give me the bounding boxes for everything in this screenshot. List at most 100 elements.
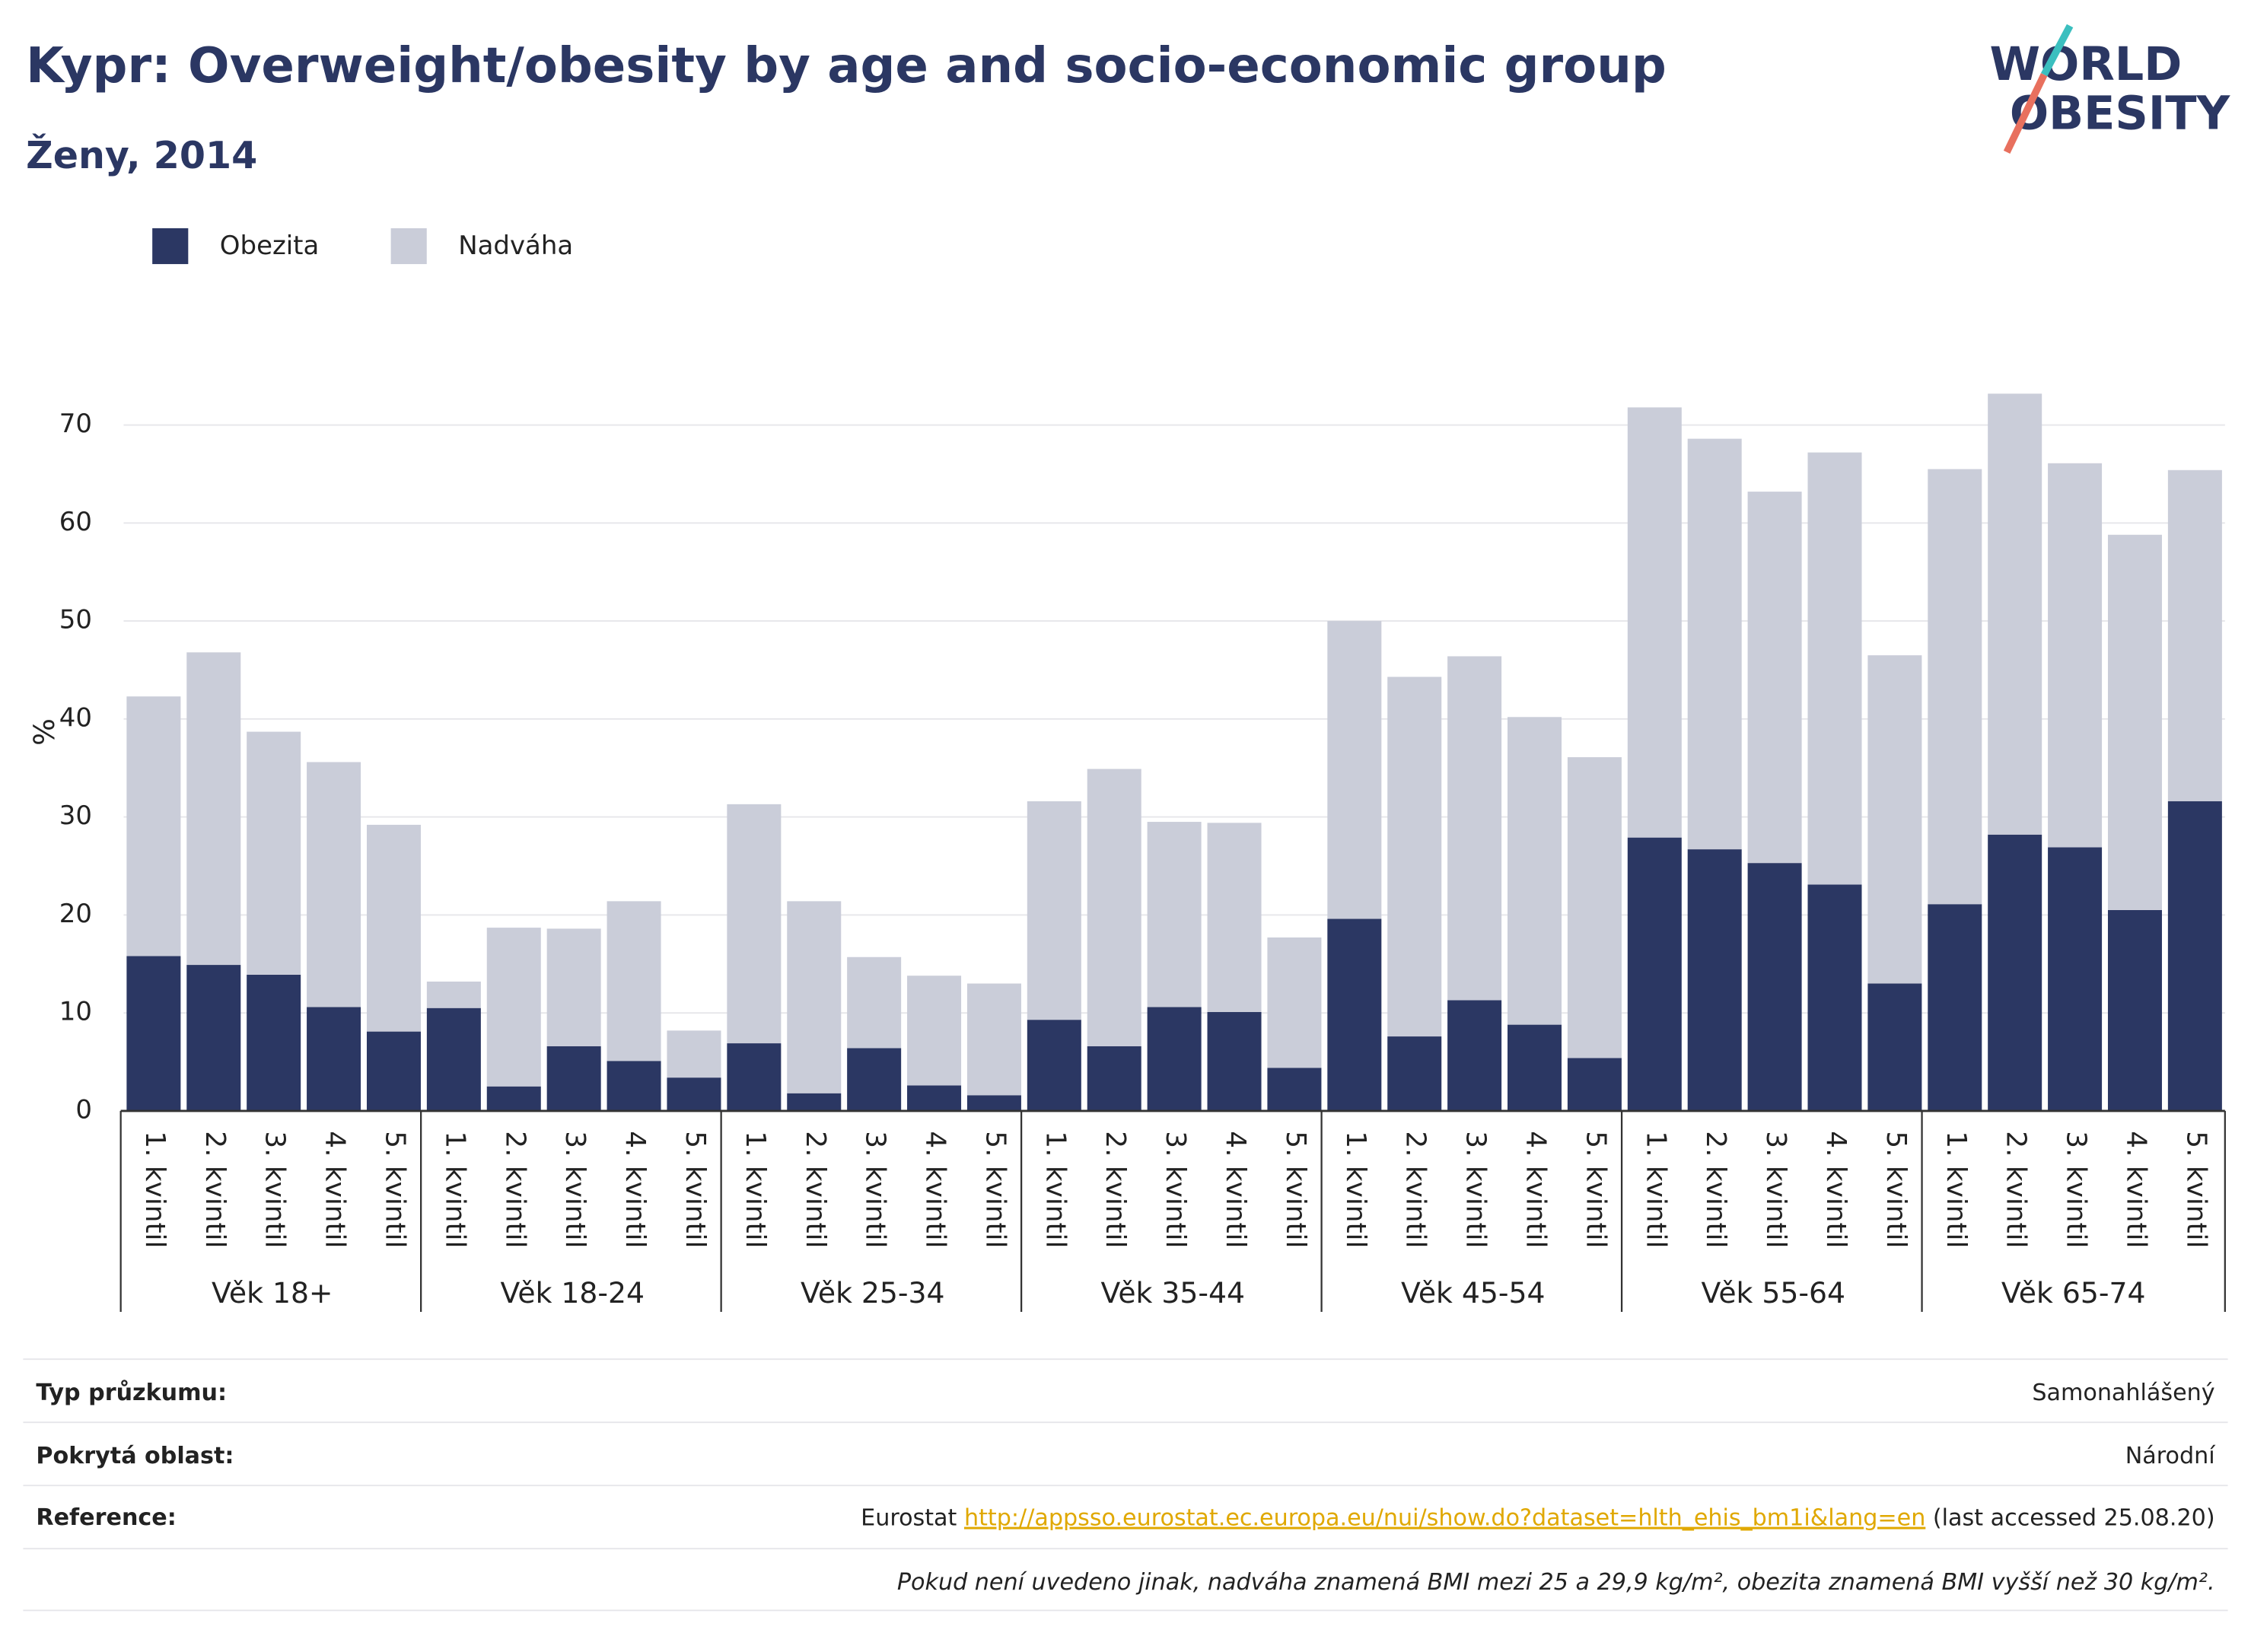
bar-segment [426, 981, 481, 1008]
x-tick-label: 4. kvintil [1220, 1131, 1251, 1248]
bar-segment [426, 1007, 481, 1111]
footer-note: Pokud není uvedeno jinak, nadváha znamen… [897, 1569, 2215, 1596]
bar-segment [1327, 621, 1382, 919]
footer-label: Pokrytá oblast: [36, 1443, 234, 1469]
bar-segment [667, 1077, 721, 1111]
x-tick-label: 1. kvintil [1941, 1131, 1972, 1248]
group-label: Věk 18+ [212, 1276, 333, 1310]
bar-segment [366, 824, 421, 1032]
bar-segment [1567, 757, 1622, 1058]
bar-segment [2167, 801, 2222, 1111]
bar-segment [1687, 849, 1742, 1111]
chart-title: Kypr: Overweight/obesity by age and soci… [26, 37, 1667, 94]
bar-segment [907, 976, 962, 1086]
legend-label: Obezita [220, 231, 319, 261]
x-tick-label: 2. kvintil [199, 1131, 231, 1248]
bar-segment [1387, 676, 1442, 1037]
logo-text: OBESITY [2010, 87, 2231, 140]
bar-segment [2107, 909, 2162, 1111]
bar-segment [1207, 1011, 1262, 1111]
bar-segment [546, 1046, 601, 1111]
legend-swatch [390, 228, 427, 265]
x-tick-label: 4. kvintil [320, 1131, 351, 1248]
bar-segment [2107, 534, 2162, 910]
bar-segment [847, 1048, 902, 1111]
bar-segment [247, 731, 301, 975]
x-tick-label: 5. kvintil [1280, 1131, 1311, 1248]
bar-segment [126, 696, 181, 957]
group-label: Věk 65-74 [2001, 1276, 2146, 1310]
x-tick-label: 2. kvintil [800, 1131, 831, 1248]
bar-segment [607, 901, 661, 1062]
x-tick-label: 1. kvintil [139, 1131, 170, 1248]
logo-text: WORLD [1989, 38, 2182, 91]
bar-segment [366, 1031, 421, 1111]
bar-segment [1147, 1007, 1202, 1111]
bar-segment [486, 1086, 541, 1111]
legend-label: Nadváha [458, 231, 573, 261]
footer-label: Typ průzkumu: [36, 1379, 227, 1406]
bar-segment [546, 928, 601, 1046]
bar-segment [2167, 469, 2222, 802]
reference-source: Eurostat [861, 1504, 957, 1531]
x-tick-label: 5. kvintil [1580, 1131, 1611, 1248]
x-tick-label: 3. kvintil [1160, 1131, 1191, 1248]
bar-segment [1087, 769, 1141, 1046]
bar-segment [966, 1095, 1021, 1111]
group-label: Věk 55-64 [1701, 1276, 1845, 1310]
y-tick-label: 60 [59, 507, 92, 537]
bar-segment [2048, 463, 2103, 848]
bar-segment [1928, 904, 1982, 1111]
group-label: Věk 25-34 [801, 1276, 945, 1310]
x-tick-label: 5. kvintil [379, 1131, 410, 1248]
x-tick-label: 1. kvintil [740, 1131, 771, 1248]
x-tick-label: 2. kvintil [1700, 1131, 1731, 1248]
bar-segment [1747, 492, 1802, 864]
footer-reference: Eurostat http://appsso.eurostat.ec.europ… [861, 1504, 2214, 1531]
reference-note: (last accessed 25.08.20) [1933, 1504, 2215, 1531]
bar-segment [307, 762, 361, 1007]
bar-segment [486, 928, 541, 1087]
bar-segment [186, 652, 241, 966]
x-tick-label: 4. kvintil [619, 1131, 651, 1248]
bar-segment [1807, 452, 1862, 885]
bar-segment [1747, 863, 1802, 1111]
x-tick-label: 4. kvintil [2120, 1131, 2151, 1248]
bar-segment [126, 956, 181, 1111]
x-tick-label: 4. kvintil [1820, 1131, 1851, 1248]
group-label: Věk 18-24 [501, 1276, 645, 1310]
bar-segment [907, 1085, 962, 1111]
bar-segment [1627, 407, 1682, 838]
bar-segment [1087, 1046, 1141, 1111]
logo-stroke [2003, 73, 2048, 154]
x-tick-label: 1. kvintil [439, 1131, 470, 1248]
logo-stroke [2040, 24, 2074, 77]
bar-segment [1928, 469, 1982, 905]
bar-segment [1687, 438, 1742, 850]
bar-segment [847, 957, 902, 1049]
x-tick-label: 3. kvintil [2061, 1131, 2092, 1248]
x-tick-label: 2. kvintil [1400, 1131, 1431, 1248]
x-tick-label: 1. kvintil [1340, 1131, 1371, 1248]
y-tick-label: 30 [59, 801, 92, 831]
chart-subtitle: Ženy, 2014 [26, 132, 257, 177]
x-tick-label: 4. kvintil [1520, 1131, 1552, 1248]
footer-value: Národní [2125, 1443, 2216, 1469]
y-tick-label: 50 [59, 605, 92, 635]
reference-link[interactable]: http://appsso.eurostat.ec.europa.eu/nui/… [964, 1504, 1925, 1531]
footer-label: Reference: [36, 1504, 176, 1531]
bar-segment [1267, 1068, 1322, 1111]
bar-segment [1387, 1036, 1442, 1111]
bar-segment [607, 1061, 661, 1111]
bar-segment [1327, 918, 1382, 1111]
bar-segment [1988, 834, 2042, 1111]
bar-segment [247, 974, 301, 1111]
x-tick-label: 5. kvintil [680, 1131, 711, 1248]
bar-segment [1267, 937, 1322, 1068]
bar-segment [1867, 983, 1922, 1111]
bar-segment [727, 804, 782, 1044]
x-tick-label: 1. kvintil [1040, 1131, 1071, 1248]
bar-segment [1027, 1020, 1081, 1111]
y-tick-label: 0 [75, 1094, 92, 1125]
x-tick-label: 3. kvintil [860, 1131, 891, 1248]
